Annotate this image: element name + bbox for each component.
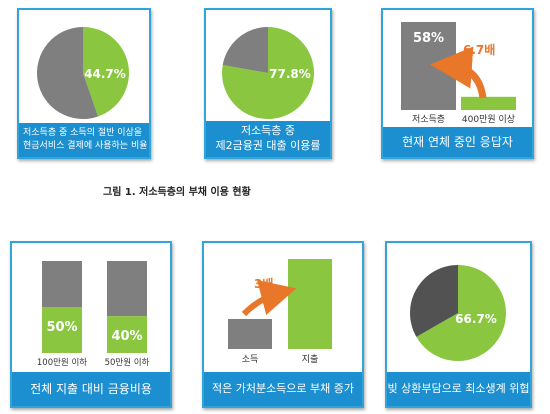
trend-arrow-icon xyxy=(430,46,487,99)
card-financial-cost: 50% 100만원 이하 40% 50만원 이하 전체 지출 대비 금융비용 xyxy=(10,241,172,408)
card-cash-service: 44.7% 저소득층 중 소득의 절반 이상을 현금서비스 결제에 사용하는 비… xyxy=(17,8,151,159)
bar xyxy=(461,96,516,110)
x-tick-label: 100만원 이하 xyxy=(37,357,87,368)
pie-slice xyxy=(83,27,129,117)
x-tick-label: 소득 xyxy=(242,354,259,365)
bar xyxy=(107,316,147,353)
caption-bar: 빚 상환부담으로 최소생계 위협 xyxy=(387,372,530,406)
pie-slice xyxy=(416,265,506,361)
x-tick-label: 지출 xyxy=(302,354,319,365)
pie-chart-subsistence: 66.7% xyxy=(410,265,506,361)
x-tick-label: 400만원 이상 xyxy=(462,114,515,125)
pie-chart-secondary-loan: 77.8% xyxy=(222,27,314,119)
caption-bar: 현재 연체 중인 응답자 xyxy=(383,127,532,157)
pie-slice xyxy=(222,27,268,73)
caption: 적은 가처분소득으로 부채 증가 xyxy=(211,382,355,395)
pie-value-label: 77.8% xyxy=(269,67,311,81)
bar-value-label: 50% xyxy=(46,320,77,335)
bar-chart-debt-increase: 소득 지출 3배 xyxy=(228,259,332,365)
caption: 빚 상환부담으로 최소생계 위협 xyxy=(387,382,530,395)
card-subsistence: 66.7% 빚 상환부담으로 최소생계 위협 xyxy=(385,241,532,408)
caption: 전체 지출 대비 금융비용 xyxy=(30,382,152,396)
caption: 현재 연체 중인 응답자 xyxy=(402,135,513,149)
caption-line-2: 현금서비스 결제에 사용하는 비율 xyxy=(23,141,148,151)
bar xyxy=(228,319,272,349)
pie-slice xyxy=(410,265,458,337)
x-tick-label: 50만원 이하 xyxy=(105,357,150,368)
multiplier-label: 6.7배 xyxy=(463,42,495,57)
caption-bar: 적은 가처분소득으로 부채 증가 xyxy=(204,372,362,406)
card-debt-increase: 소득 지출 3배 적은 가처분소득으로 부채 증가 xyxy=(202,241,364,408)
x-tick-label: 저소득층 xyxy=(412,114,445,125)
caption-line-2: 제2금융권 대출 이용률 xyxy=(215,139,321,152)
bar xyxy=(42,307,82,353)
bar-chart-financial-cost: 50% 100만원 이하 40% 50만원 이하 xyxy=(37,261,150,368)
caption-bar: 전체 지출 대비 금융비용 xyxy=(12,372,170,406)
bar-value-label: 58% xyxy=(413,31,444,46)
card-secondary-loan: 77.8% 저소득층 중 제2금융권 대출 이용률 xyxy=(204,8,332,159)
bar-value-label: 40% xyxy=(111,329,142,344)
card-delinquency: 저소득층 58% 400만원 이상 6.7배 현재 연체 중인 응답자 xyxy=(381,8,534,159)
caption-line-1: 저소득층 중 소득의 절반 이상을 xyxy=(23,128,143,138)
bar-remainder xyxy=(42,261,82,307)
bar-chart-delinquency: 저소득층 58% 400만원 이상 6.7배 xyxy=(401,22,516,125)
pie-chart-cash-service: 44.7% xyxy=(37,27,129,119)
caption-line-1: 저소득층 중 xyxy=(240,124,296,137)
trend-arrow-icon xyxy=(241,280,297,317)
figure-title: 그림 1. 저소득층의 부채 이용 현황 xyxy=(103,187,251,198)
pie-value-label: 66.7% xyxy=(455,312,497,326)
bar-remainder xyxy=(107,261,147,317)
bar xyxy=(288,259,332,349)
multiplier-label: 3배 xyxy=(254,276,273,291)
pie-slice xyxy=(37,27,99,119)
pie-value-label: 44.7% xyxy=(84,67,126,81)
caption-bar: 저소득층 중 소득의 절반 이상을 현금서비스 결제에 사용하는 비율 xyxy=(19,123,149,157)
caption-bar: 저소득층 중 제2금융권 대출 이용률 xyxy=(206,121,330,157)
